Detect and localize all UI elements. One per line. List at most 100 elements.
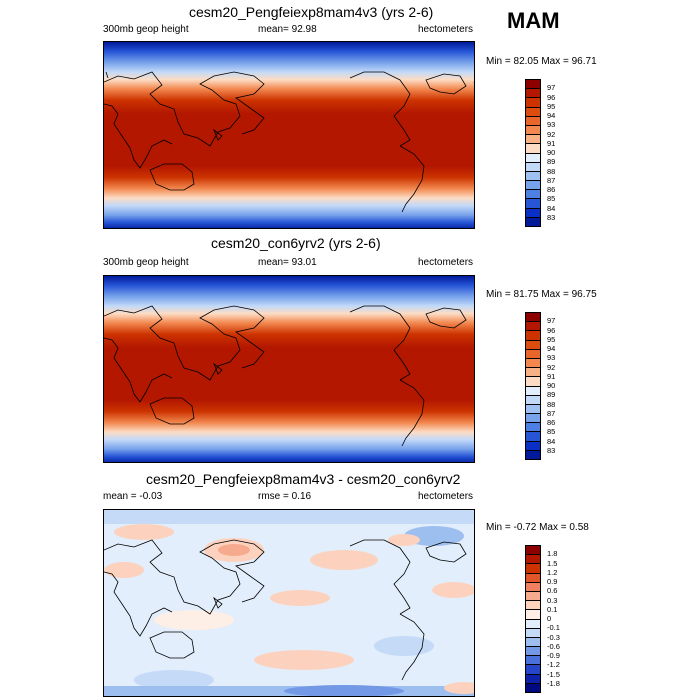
panel3-map-svg <box>104 510 474 696</box>
colorbar-segment <box>526 125 540 136</box>
colorbar-tick-label: -0.3 <box>547 632 560 642</box>
colorbar-tick-label: -0.6 <box>547 641 560 651</box>
colorbar-segment <box>526 432 540 442</box>
panel2-title: cesm20_con6yrv2 (yrs 2-6) <box>211 235 381 251</box>
colorbar-tick-label: 87 <box>547 408 556 418</box>
colorbar-segment <box>526 98 540 108</box>
colorbar-segment <box>526 358 540 369</box>
colorbar-segment <box>526 208 540 218</box>
colorbar-segment <box>526 89 540 99</box>
colorbar-segment <box>526 313 540 323</box>
colorbar-segment <box>526 414 540 424</box>
panel1-coastlines <box>104 71 474 213</box>
colorbar-segment <box>526 601 540 611</box>
colorbar-segment <box>526 546 540 556</box>
colorbar-tick-label: 84 <box>547 203 556 213</box>
colorbar-segment <box>526 171 540 182</box>
colorbar-segment <box>526 135 540 145</box>
colorbar-tick-label: -1.2 <box>547 660 560 670</box>
panel2-coastlines <box>104 305 467 447</box>
panel2-mean-label: mean= 93.01 <box>258 257 317 268</box>
colorbar-segment <box>526 674 540 684</box>
colorbar-tick-label: 89 <box>547 390 556 400</box>
colorbar-segment <box>526 107 540 117</box>
colorbar-tick-label: 94 <box>547 111 556 120</box>
colorbar-segment <box>526 349 540 359</box>
colorbar-tick-label: 96 <box>547 325 556 335</box>
panel2-left-label: 300mb geop height <box>103 257 189 268</box>
colorbar-segment <box>526 573 540 583</box>
colorbar-segment <box>526 628 540 638</box>
colorbar-segment <box>526 582 540 592</box>
colorbar-segment <box>526 377 540 387</box>
panel2-map <box>103 275 475 463</box>
colorbar-tick-label: 87 <box>547 175 556 185</box>
colorbar-tick-label: 93 <box>547 120 556 130</box>
colorbar-tick-label: 94 <box>547 344 556 353</box>
colorbar-segment <box>526 368 540 378</box>
panel1-left-label: 300mb geop height <box>103 24 189 35</box>
panel1-title: cesm20_Pengfeiexp8mam4v3 (yrs 2-6) <box>189 4 434 20</box>
panel3-coastlines <box>104 539 467 681</box>
panel1-minmax: Min = 82.05 Max = 96.71 <box>486 56 597 67</box>
colorbar-segment <box>526 144 540 154</box>
colorbar-segment <box>526 386 540 396</box>
colorbar-segment <box>526 619 540 629</box>
colorbar-segment <box>526 647 540 657</box>
colorbar-tick-label: 1.8 <box>547 549 558 559</box>
panel1-map <box>103 41 475 229</box>
colorbar-segment <box>526 656 540 666</box>
colorbar-segment <box>526 591 540 602</box>
colorbar-tick-label: 85 <box>547 194 556 204</box>
colorbar-tick-label: 83 <box>547 212 556 222</box>
colorbar-tick-label: 92 <box>547 362 556 372</box>
colorbar-tick-label: 0.3 <box>547 595 558 605</box>
panel1-colorbar <box>525 79 541 227</box>
panel2-colorbar <box>525 312 541 460</box>
colorbar-segment <box>526 404 540 415</box>
colorbar-tick-label: 97 <box>547 83 556 93</box>
colorbar-segment <box>526 441 540 451</box>
colorbar-segment <box>526 395 540 405</box>
colorbar-tick-label: -1.5 <box>547 669 560 679</box>
colorbar-segment <box>526 423 540 433</box>
colorbar-segment <box>526 217 540 226</box>
colorbar-tick-label: 86 <box>547 418 556 427</box>
colorbar-segment <box>526 340 540 350</box>
colorbar-tick-label: 93 <box>547 353 556 363</box>
colorbar-segment <box>526 181 540 191</box>
colorbar-tick-label: 90 <box>547 148 556 157</box>
colorbar-tick-label: 89 <box>547 157 556 167</box>
colorbar-segment <box>526 80 540 90</box>
colorbar-tick-label: 88 <box>547 166 556 176</box>
panel3-map <box>103 509 475 697</box>
panel2-minmax: Min = 81.75 Max = 96.75 <box>486 289 597 300</box>
colorbar-tick-label: 88 <box>547 399 556 409</box>
panel2-units-label: hectometers <box>418 257 474 268</box>
colorbar-tick-label: 85 <box>547 427 556 437</box>
panel1-mean-label: mean= 92.98 <box>258 24 317 35</box>
colorbar-tick-label: -0.9 <box>547 651 560 660</box>
colorbar-segment <box>526 116 540 126</box>
colorbar-tick-label: 95 <box>547 334 556 344</box>
season-label: MAM <box>507 8 560 33</box>
colorbar-segment <box>526 190 540 200</box>
colorbar-tick-label: 90 <box>547 381 556 390</box>
colorbar-tick-label: 91 <box>547 138 556 148</box>
panel3-title: cesm20_Pengfeiexp8mam4v3 - cesm20_con6yr… <box>146 471 461 487</box>
colorbar-tick-label: 0.9 <box>547 577 558 586</box>
colorbar-segment <box>526 555 540 565</box>
panel2-map-svg <box>104 276 474 462</box>
panel1-field <box>104 42 474 228</box>
colorbar-tick-label: 92 <box>547 129 556 139</box>
colorbar-segment <box>526 450 540 459</box>
colorbar-tick-label: 96 <box>547 92 556 102</box>
colorbar-segment <box>526 610 540 620</box>
colorbar-tick-label: 83 <box>547 445 556 455</box>
panel3-units-label: hectometers <box>418 491 474 502</box>
panel3-mean-label: mean = -0.03 <box>103 491 163 502</box>
colorbar-segment <box>526 683 540 692</box>
colorbar-tick-label: 1.5 <box>547 558 558 568</box>
colorbar-tick-label: 1.2 <box>547 567 558 577</box>
colorbar-tick-label: 84 <box>547 436 556 446</box>
